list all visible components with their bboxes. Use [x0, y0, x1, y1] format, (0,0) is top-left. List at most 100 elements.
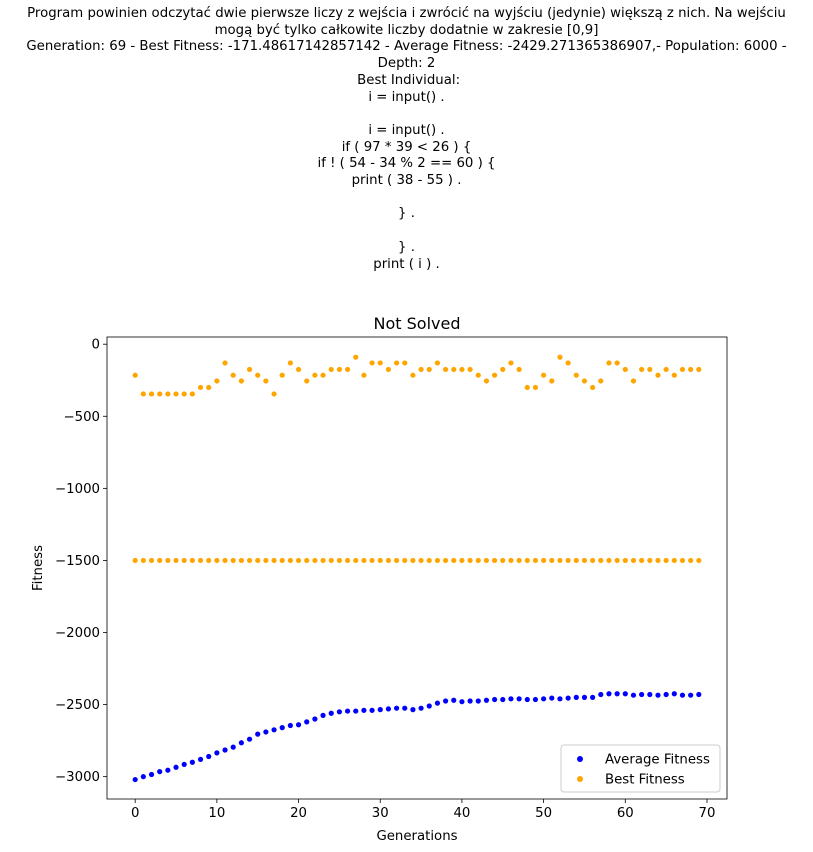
best-fitness-point — [483, 557, 490, 564]
average-fitness-point — [206, 753, 212, 760]
best-fitness-point — [279, 557, 285, 564]
average-fitness-point — [287, 722, 293, 729]
best-fitness-point — [385, 557, 392, 564]
best-fitness-point — [467, 557, 473, 564]
best-fitness-point — [222, 557, 228, 564]
average-fitness-point — [328, 710, 334, 716]
best-fitness-point — [197, 557, 204, 564]
best-fitness-point — [295, 366, 302, 373]
header-line: Best Individual: — [352, 72, 461, 88]
best-fitness-point — [418, 366, 424, 373]
best-fitness-point — [442, 557, 449, 564]
header-line: i = input() . — [368, 122, 445, 138]
best-fitness-point — [426, 366, 432, 373]
best-fitness-point — [271, 557, 277, 564]
best-fitness-point — [663, 557, 669, 564]
x-tick-label: 30 — [372, 806, 389, 821]
legend-marker-best-fitness — [577, 776, 583, 782]
best-fitness-point — [189, 557, 195, 564]
best-fitness-point — [426, 557, 432, 564]
best-fitness-point — [492, 557, 498, 564]
best-fitness-point — [508, 557, 514, 564]
best-fitness-point — [500, 366, 506, 373]
average-fitness-point — [647, 691, 653, 698]
average-fitness-point — [459, 699, 465, 705]
average-fitness-point — [353, 708, 359, 714]
best-fitness-point — [304, 557, 310, 564]
average-fitness-point — [410, 707, 416, 713]
best-fitness-point — [255, 372, 261, 378]
best-fitness-point — [688, 557, 694, 564]
best-fitness-point — [622, 557, 628, 564]
header-line: i = input() . — [368, 89, 445, 105]
best-fitness-point — [328, 366, 334, 373]
best-fitness-point — [679, 557, 686, 564]
average-fitness-point — [679, 692, 686, 698]
best-fitness-point — [565, 557, 571, 564]
best-fitness-point — [573, 372, 579, 378]
header-line: Depth: 2 — [377, 56, 436, 72]
best-fitness-point — [206, 557, 212, 564]
best-fitness-point — [287, 557, 293, 564]
plot-area — [106, 336, 728, 800]
x-axis-label: Generations — [376, 829, 457, 844]
best-fitness-point — [287, 360, 293, 366]
best-fitness-point — [369, 360, 375, 366]
x-tick-label: 40 — [453, 806, 470, 821]
average-fitness-point — [508, 696, 514, 702]
best-fitness-point — [246, 366, 253, 373]
best-fitness-point — [614, 557, 620, 564]
best-fitness-point — [639, 366, 645, 373]
best-fitness-point — [230, 372, 236, 378]
average-fitness-point — [516, 696, 522, 702]
best-fitness-point — [336, 366, 342, 373]
x-tick-label: 60 — [617, 806, 634, 821]
best-fitness-point — [639, 557, 645, 564]
header-line: } . — [398, 239, 415, 255]
chart-header-text: Program powinien odczytać dwie pierwsze … — [0, 6, 813, 273]
best-fitness-point — [271, 391, 277, 397]
best-fitness-point — [606, 360, 612, 366]
best-fitness-point — [549, 557, 555, 564]
best-fitness-point — [557, 557, 563, 564]
best-fitness-point — [622, 366, 628, 373]
average-fitness-point — [238, 740, 244, 746]
average-fitness-point — [148, 771, 155, 778]
best-fitness-point — [214, 378, 220, 384]
best-fitness-point — [647, 366, 653, 373]
x-tick-label: 70 — [699, 806, 716, 821]
legend-label-best-fitness: Best Fitness — [605, 773, 685, 788]
best-fitness-point — [614, 360, 620, 366]
best-fitness-point — [696, 557, 702, 564]
best-fitness-point — [393, 557, 400, 564]
average-fitness-point — [532, 696, 539, 703]
y-axis-ticks: 0 −500 −1000 −1500 −2000 −2500 −3000 — [55, 338, 107, 785]
average-fitness-point — [181, 761, 187, 768]
average-fitness-point — [255, 731, 261, 737]
header-line: Generation: 69 - Best Fitness: -171.4861… — [26, 39, 787, 55]
average-fitness-point — [688, 692, 694, 698]
best-fitness-point — [246, 557, 253, 564]
best-fitness-point — [263, 557, 269, 564]
best-fitness-point — [696, 366, 702, 373]
best-fitness-point — [483, 378, 490, 384]
best-fitness-point — [181, 391, 187, 397]
average-fitness-point — [132, 776, 138, 783]
header-line: mogą być tylko całkowite liczby dodatnie… — [214, 22, 599, 38]
best-fitness-point — [598, 378, 604, 384]
average-fitness-point — [295, 722, 302, 728]
average-fitness-point — [246, 736, 253, 742]
average-fitness-point — [165, 767, 171, 773]
average-fitness-point — [140, 774, 146, 780]
best-fitness-point — [312, 372, 318, 378]
x-axis-ticks: 0 10 20 30 40 50 60 70 — [131, 799, 716, 821]
best-fitness-point — [148, 557, 155, 564]
best-fitness-point — [467, 366, 473, 373]
best-fitness-point — [377, 557, 383, 564]
best-fitness-point — [671, 557, 677, 564]
best-fitness-point — [344, 557, 351, 564]
average-fitness-point — [630, 692, 637, 698]
average-fitness-point — [565, 695, 571, 701]
header-line: } . — [398, 206, 415, 222]
best-fitness-point — [630, 378, 637, 384]
